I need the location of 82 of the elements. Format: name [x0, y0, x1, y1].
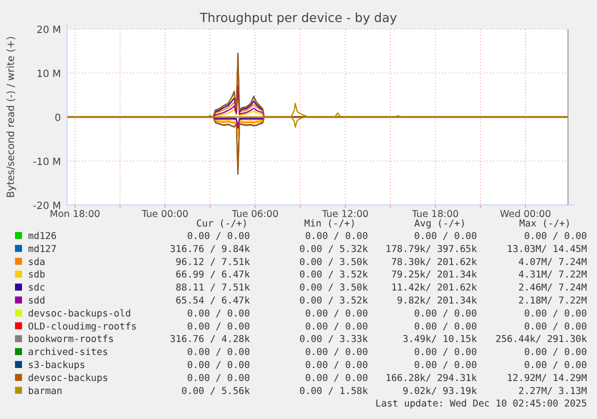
text: 316.76 / 4.28k [170, 334, 250, 346]
text: 79.25k/ 201.34k [391, 270, 477, 281]
y-tick-label: 20 M [36, 25, 61, 36]
y-tick-label: -10 M [32, 157, 61, 168]
text: 0.00 / 0.00 [187, 347, 250, 358]
text: 0.00 / 3.50k [299, 282, 368, 294]
legend-label: bookworm-rootfs [28, 334, 114, 346]
text: 0.00 / 0.00 [187, 360, 250, 371]
x-tick-label: Tue 00:00 [140, 209, 188, 220]
text: 96.12 / 7.51k [176, 256, 250, 268]
y-tick-label: 0 [54, 113, 61, 124]
text: 66.99 / 6.47k [176, 270, 250, 281]
category-label: Cur (-/+) [196, 218, 248, 230]
text: 88.11 / 7.51k [176, 282, 250, 294]
text: 2.27M/ 3.13M [518, 386, 587, 397]
text: 0.00 / 0.00 [524, 360, 587, 371]
legend-label: barman [28, 386, 62, 397]
text: 0.00 / 3.52k [299, 270, 368, 281]
legend-label: md127 [28, 244, 57, 255]
text: 0.00 / 3.50k [299, 256, 368, 268]
legend-label: md126 [28, 231, 57, 242]
text: 0.00 / 3.33k [299, 334, 368, 346]
text: 0.00 / 5.56k [181, 386, 250, 397]
text: 0.00 / 5.32k [299, 244, 368, 255]
text: 0.00 / 0.00 [414, 231, 477, 242]
text: 0.00 / 0.00 [414, 321, 477, 332]
text: 78.30k/ 201.62k [391, 256, 477, 268]
text: 0.00 / 0.00 [414, 308, 477, 320]
text: 0.00 / 0.00 [524, 347, 587, 358]
x-tick-label: Tue 06:00 [230, 209, 278, 220]
x-tick-label: Tue 12:00 [320, 209, 369, 220]
text: 0.00 / 0.00 [524, 308, 587, 320]
legend-label: devsoc-backups [28, 372, 108, 384]
x-tick-label: Mon 18:00 [50, 209, 100, 220]
text: 12.92M/ 14.29M [506, 372, 587, 384]
text: 0.00 / 0.00 [305, 360, 368, 371]
x-tick-label: Tue 18:00 [411, 209, 459, 220]
text: 2.18M/ 7.22M [518, 296, 587, 306]
text: Last update: Wed Dec 10 02:45:00 2025 [375, 398, 587, 410]
text: 0.00 / 0.00 [187, 308, 250, 320]
text: 11.42k/ 201.62k [391, 282, 477, 294]
text: 0.00 / 0.00 [305, 372, 368, 384]
text: 0.00 / 1.58k [299, 386, 368, 397]
legend-label: archived-sites [28, 347, 108, 358]
text: 9.02k/ 93.19k [402, 386, 477, 397]
text: 256.44k/ 291.30k [495, 334, 587, 346]
legend-label: devsoc-backups-old [28, 308, 131, 320]
text: 2.46M/ 7.24M [518, 282, 587, 294]
category-label: Min (-/+) [304, 218, 356, 230]
text: 316.76 / 9.84k [170, 244, 250, 255]
text: 9.82k/ 201.34k [396, 296, 477, 306]
legend-label: sdb [28, 270, 46, 281]
legend-label: OLD-cloudimg-rootfs [28, 321, 137, 332]
text: 0.00 / 0.00 [187, 321, 250, 332]
x-tick-label: Wed 00:00 [500, 209, 552, 220]
legend-label: sda [28, 256, 46, 268]
legend-label: sdc [28, 282, 46, 294]
text: 0.00 / 0.00 [305, 321, 368, 332]
legend-label: s3-backups [28, 360, 86, 371]
text: 0.00 / 0.00 [524, 321, 587, 332]
text: 65.54 / 6.47k [176, 296, 250, 306]
legend-label: sdd [28, 296, 46, 306]
text: 0.00 / 3.52k [299, 296, 368, 306]
text: 166.28k/ 294.31k [385, 372, 477, 384]
text: 4.31M/ 7.22M [518, 270, 587, 281]
category-label: Avg (-/+) [414, 218, 466, 230]
text: 0.00 / 0.00 [524, 231, 587, 242]
text: 0.00 / 0.00 [187, 231, 250, 242]
text: 178.79k/ 397.65k [385, 244, 477, 255]
chart-title: Throughput per device - by day [198, 10, 398, 25]
text: 3.49k/ 10.15k [402, 334, 477, 346]
text: 0.00 / 0.00 [414, 347, 477, 358]
text: 0.00 / 0.00 [305, 231, 368, 242]
text: 4.07M/ 7.24M [518, 256, 587, 268]
category-label: Max (-/+) [519, 218, 571, 230]
text: 0.00 / 0.00 [414, 360, 477, 371]
text: 0.00 / 0.00 [305, 308, 368, 320]
text: 13.03M/ 14.45M [506, 244, 587, 255]
y-tick-label: 10 M [36, 69, 61, 80]
y-axis-title: Bytes/second read (-) / write (+) [6, 36, 17, 198]
text: 0.00 / 0.00 [305, 347, 368, 358]
text: 0.00 / 0.00 [187, 372, 250, 384]
